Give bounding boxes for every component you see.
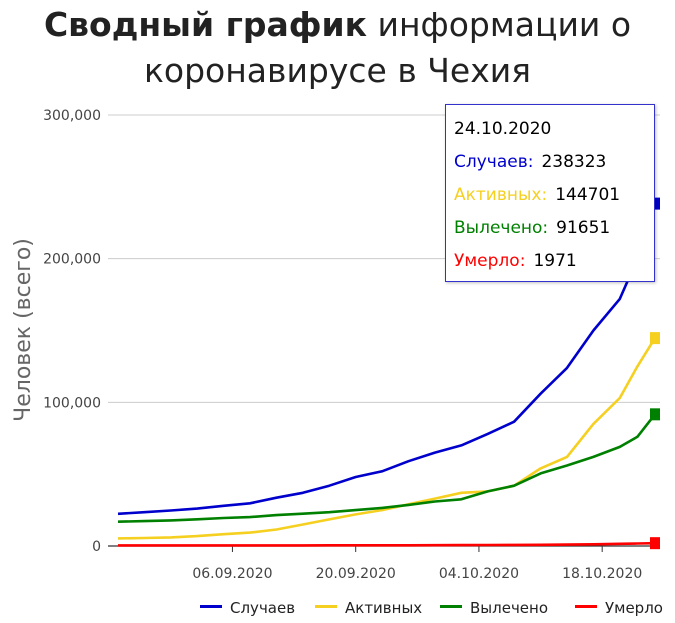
legend-item-recovered[interactable]: Вылечено [440,596,548,620]
series-endpoint-marker[interactable] [650,537,660,550]
series-line [117,413,657,523]
series-endpoint-marker[interactable] [650,408,660,421]
legend: Случаев Активных Вылечено Умерло [200,596,670,620]
legend-item-active[interactable]: Активных [315,596,422,620]
legend-label: Активных [345,599,423,617]
tooltip-value: 1971 [533,251,577,271]
tooltip-label: Вылечено: [454,218,549,238]
legend-swatch [440,605,462,608]
series-endpoint-marker[interactable] [650,197,660,210]
series-endpoint-marker[interactable] [650,332,660,345]
x-tick-label: 04.10.2020 [439,566,519,582]
legend-swatch [200,605,222,608]
y-tick-label: 300,000 [43,108,101,124]
series-line [118,541,656,547]
chart-title: Сводный график информации о коронавирусе… [0,2,675,94]
tooltip-value: 144701 [555,185,621,205]
axes: 0 100,000 200,000 300,000 06.09.2020 20.09.20… [43,108,642,582]
tooltip: 24.10.2020 Случаев: 238323 Активных: 14470… [445,104,655,282]
tooltip-row-cases: Случаев: 238323 [454,146,646,179]
tooltip-value: 91651 [556,218,611,238]
x-tick-label: 20.09.2020 [316,566,396,582]
legend-label: Умерло [605,599,663,617]
x-tick-label: 06.09.2020 [192,566,272,582]
series-line [117,203,657,516]
legend-label: Вылечено [470,599,549,617]
tooltip-label: Умерло: [454,251,526,271]
legend-swatch [315,605,337,608]
legend-item-cases[interactable]: Случаев [200,596,295,620]
legend-swatch [575,605,597,608]
tooltip-row-recovered: Вылечено: 91651 [454,212,646,245]
tooltip-label: Активных: [454,185,548,205]
tooltip-date: 24.10.2020 [454,119,552,139]
y-tick-label: 200,000 [43,252,101,268]
title-rest-line2: коронавирусе в Чехия [143,51,532,90]
y-axis-label: Человек (всего) [11,238,36,422]
x-tick-label: 18.10.2020 [562,566,642,582]
tooltip-row-deaths: Умерло: 1971 [454,245,646,278]
y-tick-label: 100,000 [43,395,101,411]
title-rest-line1: информации о [367,5,632,44]
tooltip-label: Случаев: [454,152,534,172]
tooltip-row-active: Активных: 144701 [454,179,646,212]
legend-label: Случаев [230,599,296,617]
legend-item-deaths[interactable]: Умерло [575,596,663,620]
title-bold: Сводный график [43,5,368,44]
series-lines [117,197,660,550]
y-tick-label: 0 [92,539,101,555]
tooltip-value: 238323 [541,152,607,172]
